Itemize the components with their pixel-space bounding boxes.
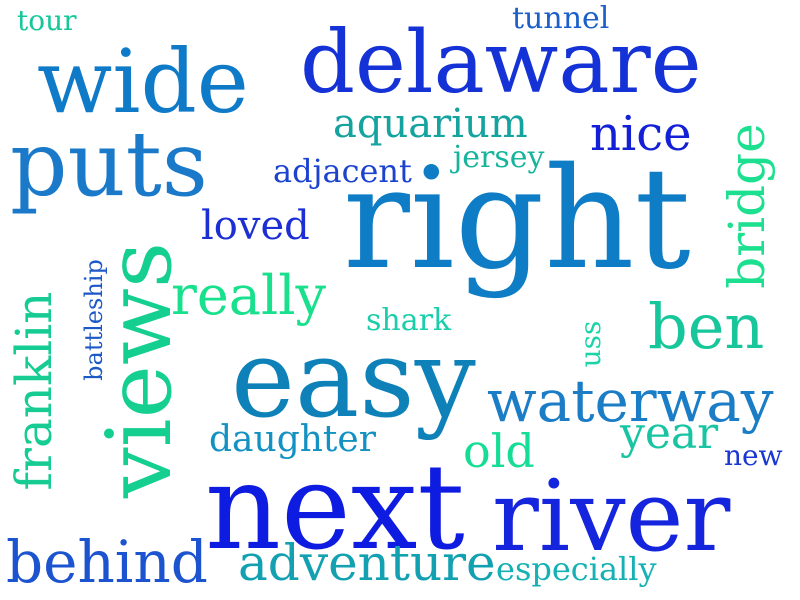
word-wide: wide xyxy=(37,30,249,133)
word-adjacent: adjacent xyxy=(273,152,412,190)
word-waterway: waterway xyxy=(487,367,774,435)
word-adventure: adventure xyxy=(238,534,496,592)
word-aquarium: aquarium xyxy=(333,101,528,147)
word-uss: uss xyxy=(574,320,607,368)
word-shark: shark xyxy=(366,303,452,338)
word-bridge: bridge xyxy=(718,123,776,289)
word-tour: tour xyxy=(17,4,77,37)
word-delaware: delaware xyxy=(300,13,702,113)
word-new: new xyxy=(724,439,783,472)
word-ben: ben xyxy=(648,290,765,363)
word-puts: puts xyxy=(10,112,208,217)
word-behind: behind xyxy=(6,528,208,596)
word-loved: loved xyxy=(201,203,310,249)
word-easy: easy xyxy=(231,317,476,442)
word-battleship: battleship xyxy=(80,259,108,381)
word-jersey: jersey xyxy=(453,140,545,175)
word-river: river xyxy=(492,460,731,574)
word-next: next xyxy=(205,438,465,576)
word-year: year xyxy=(620,408,719,459)
word-nice: nice xyxy=(590,106,692,162)
word-really: really xyxy=(171,264,327,327)
word-tunnel: tunnel xyxy=(512,1,610,36)
word-views: views xyxy=(87,241,192,499)
word-especially: especially xyxy=(496,550,657,588)
word-right: right xyxy=(343,138,691,301)
word-franklin: franklin xyxy=(5,291,63,491)
word-daughter: daughter xyxy=(209,419,376,460)
word-old: old xyxy=(463,424,535,478)
